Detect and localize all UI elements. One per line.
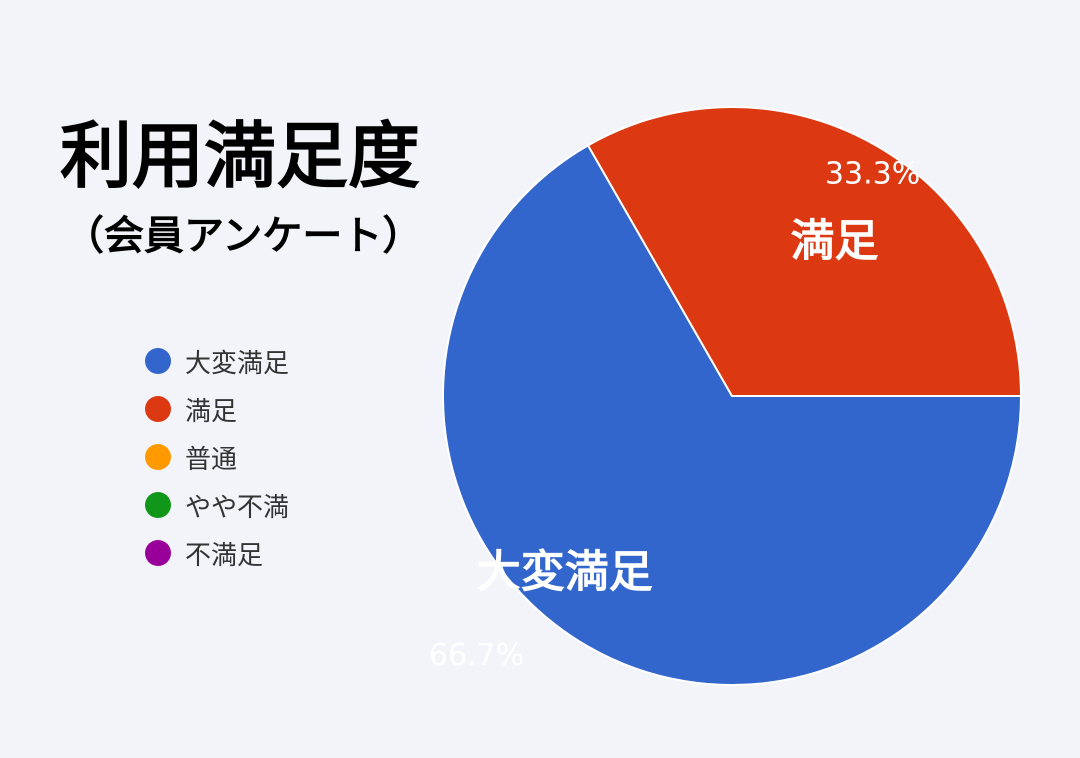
legend-swatch [145, 492, 171, 518]
legend-swatch [145, 348, 171, 374]
chart-subtitle: （会員アンケート） [64, 212, 423, 259]
legend-swatch [145, 444, 171, 470]
legend-label: 大変満足 [185, 348, 290, 379]
slice-percent-label: 33.3% [825, 156, 920, 191]
legend: 大変満足 満足 普通 やや不満 不満足 [145, 337, 289, 577]
legend-label: やや不満 [185, 492, 290, 523]
slice-percent-label: 66.7% [429, 638, 524, 673]
legend-item[interactable]: 普通 [145, 433, 289, 481]
pie-slice[interactable] [442, 144, 1023, 686]
legend-label: 満足 [185, 396, 238, 427]
legend-swatch [145, 540, 171, 566]
legend-item[interactable]: 不満足 [145, 529, 289, 577]
slice-labels: 大変満足 66.7% 満足 33.3% [429, 156, 920, 673]
legend-label: 普通 [185, 444, 238, 475]
legend-item[interactable]: 満足 [145, 385, 289, 433]
legend-item[interactable]: 大変満足 [145, 337, 289, 385]
pie-slices [442, 106, 1023, 686]
legend-swatch [145, 396, 171, 422]
slice-name-label: 満足 [791, 215, 879, 266]
slice-name-label: 大変満足 [477, 547, 653, 598]
chart-title: 利用満足度 [60, 113, 421, 198]
pie-slice[interactable] [586, 106, 1023, 397]
legend-label: 不満足 [185, 540, 264, 571]
legend-item[interactable]: やや不満 [145, 481, 289, 529]
